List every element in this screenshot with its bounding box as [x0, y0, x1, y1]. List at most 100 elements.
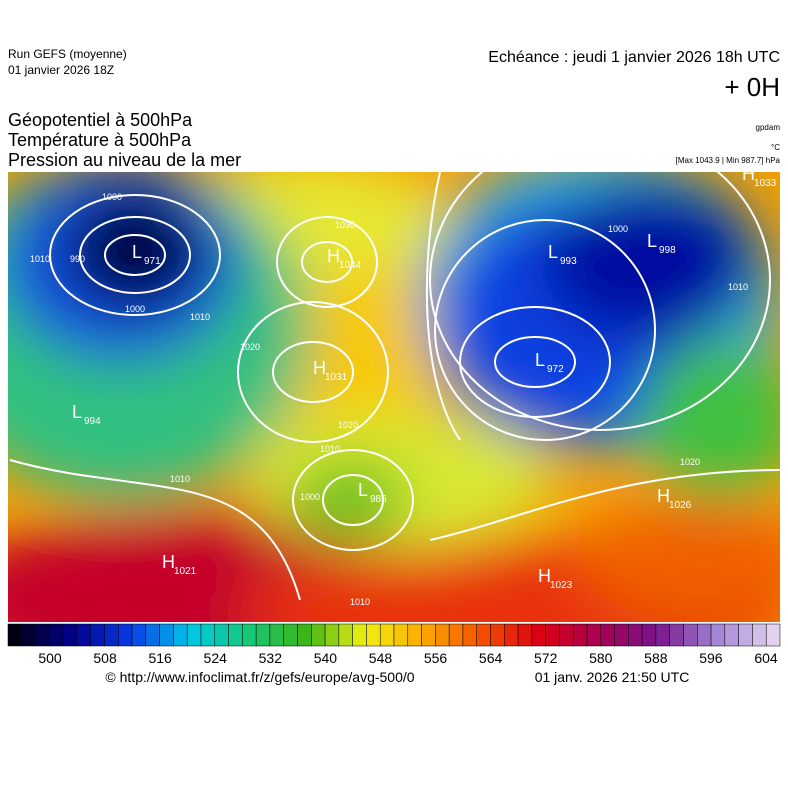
colorbar-cell: [366, 623, 381, 647]
colorbar-cell: [283, 623, 298, 647]
pressure-center-letter: L: [548, 242, 558, 262]
pressure-center-value: 998: [659, 245, 676, 256]
title: Pression au niveau de la mer: [8, 150, 241, 170]
colorbar-cell: [228, 623, 243, 647]
pressure-center-value: 1031: [325, 372, 348, 383]
footer-source: © http://www.infoclimat.fr/z/gefs/europe…: [105, 669, 414, 685]
colorbar-cell: [683, 623, 698, 647]
colorbar-cell: [35, 623, 50, 647]
pressure-center-value: 972: [547, 364, 564, 375]
colorbar-cell: [504, 623, 519, 647]
colorbar-cell: [379, 623, 395, 647]
pressure-center-letter: H: [657, 486, 670, 506]
isobar-label: 1010: [170, 474, 190, 484]
colorbar-cell: [62, 623, 78, 647]
colorbar-label: 580: [589, 650, 613, 666]
colorbar-label: 500: [38, 650, 62, 666]
pressure-center-value: 994: [84, 416, 101, 427]
colorbar-cell: [752, 623, 767, 647]
colorbar-cell: [435, 623, 450, 647]
pressure-center-value: 971: [144, 256, 161, 267]
isobars: [9, 172, 780, 601]
colorbar-label: 532: [259, 650, 283, 666]
colorbar-cell: [214, 623, 229, 647]
colorbar-cell: [545, 623, 560, 647]
colorbar-cell: [600, 623, 615, 647]
colorbar-cell: [173, 623, 188, 647]
isobar-label: 1030: [335, 220, 355, 230]
isobar-label: 1020: [240, 342, 260, 352]
colorbar-cell: [614, 623, 629, 647]
colorbar-cell: [421, 623, 436, 647]
colorbar-cell: [586, 623, 602, 647]
isobar-label: 1010: [728, 282, 748, 292]
colorbar-cell: [311, 623, 326, 647]
colorbar-cell: [572, 623, 588, 647]
colorbar-cell: [186, 623, 202, 647]
pressure-center-value: 1023: [550, 580, 573, 591]
colorbar-cell: [269, 623, 284, 647]
colorbar-label: 548: [369, 650, 393, 666]
forecast-time: Echéance : jeudi 1 janvier 2026 18h UTC: [488, 49, 780, 66]
colorbar-label: 524: [204, 650, 228, 666]
isobar-label: 1020: [338, 420, 358, 430]
colorbar-cell: [724, 623, 739, 647]
colorbar-cell: [765, 623, 781, 647]
colorbar-cell: [697, 623, 712, 647]
pressure-center-value: 1026: [669, 500, 692, 511]
run-label: Run GEFS (moyenne): [8, 47, 127, 61]
colorbar-cell: [104, 623, 119, 647]
colorbar-cell: [7, 623, 23, 647]
colorbar-cell: [655, 623, 670, 647]
colorbar-label: 540: [314, 650, 338, 666]
colorbar-label: 564: [479, 650, 503, 666]
colorbar-cell: [628, 623, 643, 647]
run-date: 01 janvier 2026 18Z: [8, 63, 114, 77]
isobar-label: 1020: [680, 457, 700, 467]
colorbar-label: 508: [93, 650, 117, 666]
colorbar-cell: [393, 623, 409, 647]
colorbar: 500 508 516 524 532 540 548 556 564 572 580 588 596 6…: [7, 623, 781, 666]
footer-date: 01 janv. 2026 21:50 UTC: [535, 669, 690, 685]
colorbar-cell: [242, 623, 257, 647]
colorbar-cell: [297, 623, 312, 647]
pressure-center-value: 993: [560, 256, 577, 267]
colorbar-label: 596: [699, 650, 723, 666]
colorbar-cell: [49, 623, 64, 647]
colorbar-cell: [352, 623, 367, 647]
colorbar-label: 516: [148, 650, 172, 666]
colorbar-cell: [669, 623, 684, 647]
colorbar-label: 556: [424, 650, 448, 666]
unit-label: [Max 1043.9 | Min 987.7] hPa: [676, 156, 781, 165]
pressure-center-value: 986: [370, 494, 387, 505]
forecast-offset: + 0H: [724, 72, 780, 102]
colorbar-cell: [559, 623, 574, 647]
colorbar-cell: [200, 623, 216, 647]
colorbar-cell: [118, 623, 133, 647]
unit-label: °C: [771, 143, 780, 152]
isobar-label: 1010: [320, 444, 340, 454]
colorbar-cell: [324, 623, 340, 647]
colorbar-cell: [21, 623, 36, 647]
pressure-center-letter: L: [647, 231, 657, 251]
colorbar-cell: [407, 623, 422, 647]
pressure-center-letter: L: [72, 402, 82, 422]
isobar-label: 1000: [608, 224, 628, 234]
pressure-center-letter: H: [327, 246, 340, 266]
colorbar-cell: [448, 623, 464, 647]
title: Température à 500hPa: [8, 130, 192, 150]
isobar-label: 1000: [300, 492, 320, 502]
colorbar-cell: [517, 623, 533, 647]
pressure-center-letter: H: [313, 358, 326, 378]
colorbar-cell: [255, 623, 271, 647]
colorbar-cell: [710, 623, 726, 647]
colorbar-cell: [338, 623, 353, 647]
pressure-center-letter: L: [358, 480, 368, 500]
colorbar-cell: [462, 623, 477, 647]
pressure-center-letter: H: [162, 552, 175, 572]
colorbar-label: 588: [644, 650, 668, 666]
pressure-center-letter: L: [535, 350, 545, 370]
isobar-label: 1010: [30, 254, 50, 264]
